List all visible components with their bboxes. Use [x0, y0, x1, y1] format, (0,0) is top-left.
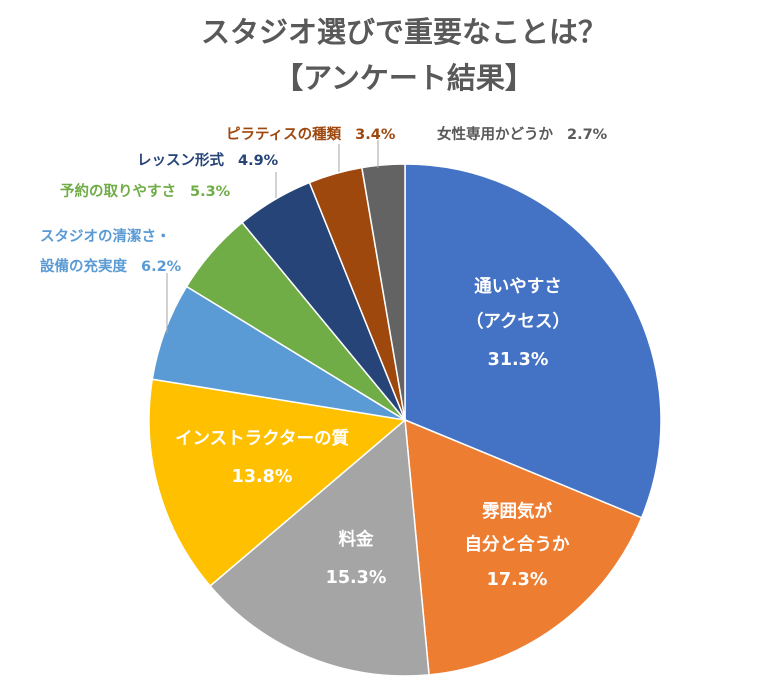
- chart-title-line-1: スタジオ選びで重要なことは？: [201, 15, 607, 49]
- slice-category-label: （アクセス）: [466, 311, 570, 332]
- slice-category-label: インストラクターの質: [175, 428, 349, 449]
- slice-value-label: 31.3%: [488, 350, 549, 370]
- slice-category-label: スタジオの清潔さ・: [40, 227, 171, 245]
- slice-value-label: 17.3%: [487, 570, 548, 590]
- slice-outside-label: 女性専用かどうか 2.7%: [437, 125, 608, 143]
- pie-slice-9: [360, 163, 406, 421]
- leader-lines: [166, 140, 379, 333]
- slice-category-label: 予約の取りやすさ: [60, 182, 176, 200]
- pie-slices: [148, 163, 662, 677]
- slice-outside-label: 設備の充実度 6.2%: [40, 257, 182, 275]
- slice-value-label: 13.8%: [232, 467, 293, 487]
- slice-category-label: レッスン形式: [137, 151, 224, 169]
- slice-category-label: 設備の充実度: [40, 257, 127, 275]
- pie-slice-2: [404, 418, 643, 676]
- pie-slice-3: [209, 418, 430, 677]
- slice-value-label: 5.3%: [190, 184, 231, 200]
- slice-outside-label: ピラティスの種類 3.4%: [226, 126, 396, 143]
- slice-category-label: 雰囲気が: [482, 501, 552, 522]
- slice-value-label: 6.2%: [141, 259, 182, 275]
- slice-value-label: 15.3%: [326, 568, 387, 588]
- slice-value-label: 3.4%: [355, 127, 396, 143]
- slice-outside-label: 予約の取りやすさ 5.3%: [60, 182, 231, 200]
- slice-category-label: 女性専用かどうか: [437, 125, 553, 143]
- slice-outside-label: スタジオの清潔さ・: [40, 227, 171, 245]
- slice-value-label: 4.9%: [238, 153, 279, 169]
- slice-category-label: 自分と合うか: [465, 534, 570, 555]
- slice-category-label: ピラティスの種類: [226, 126, 342, 143]
- slice-outside-label: レッスン形式 4.9%: [137, 151, 279, 169]
- slice-category-label: 料金: [339, 529, 374, 550]
- slice-category-label: 通いやすさ: [474, 277, 562, 297]
- pie-slice-4: [148, 378, 407, 588]
- chart-title-line-2: 【アンケート結果】: [274, 61, 534, 95]
- pie-slice-1: [404, 163, 662, 519]
- slice-value-label: 2.7%: [567, 127, 608, 143]
